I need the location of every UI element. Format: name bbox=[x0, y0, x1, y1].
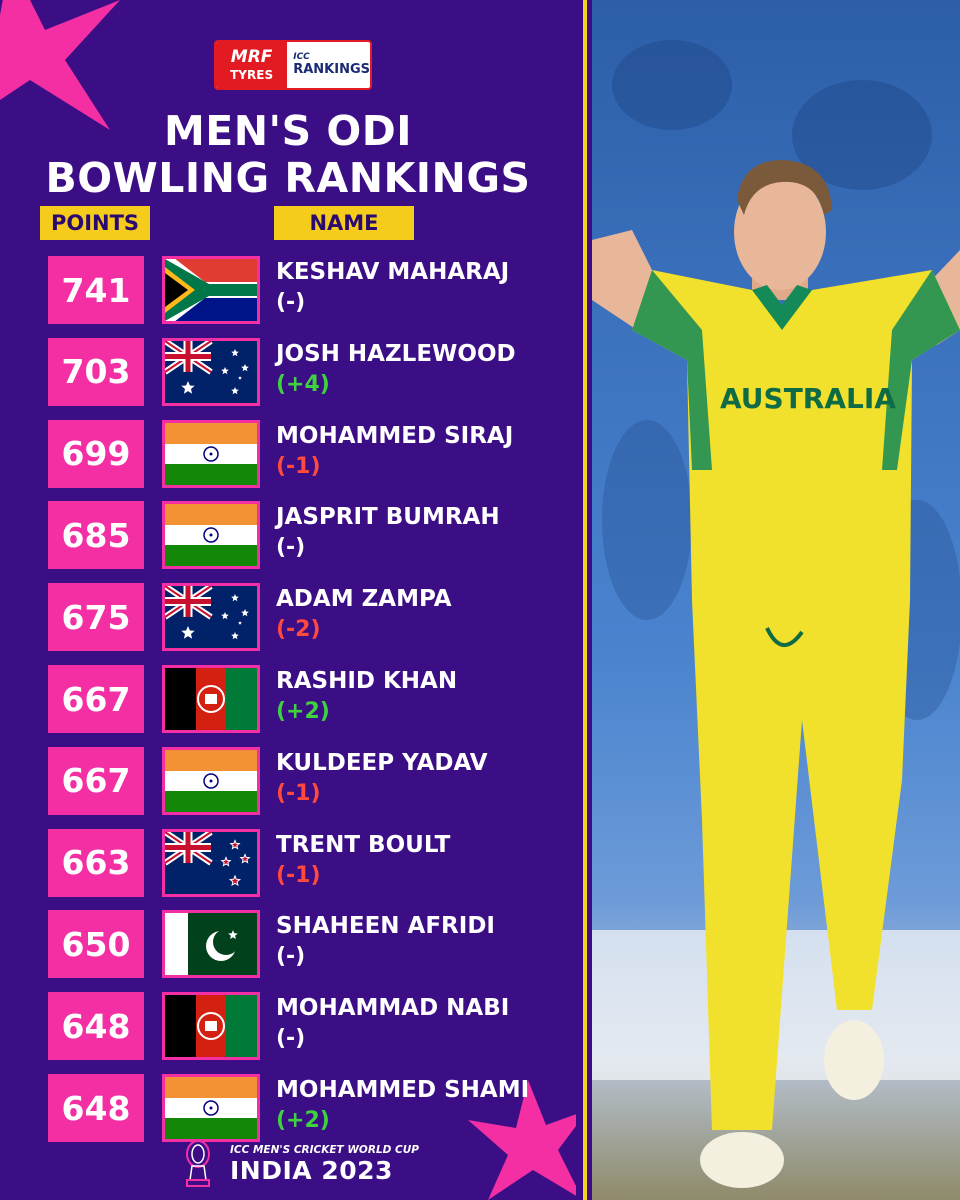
india-flag-icon bbox=[162, 746, 260, 815]
ranking-row: 675 ADAM ZAMPA (-2) bbox=[0, 583, 576, 657]
rank-change: (-) bbox=[276, 535, 306, 561]
footer-event-name: ICC MEN'S CRICKET WORLD CUP bbox=[230, 1144, 419, 1156]
india-flag-icon bbox=[162, 1074, 260, 1142]
ranking-row: 741 KESHAV MAHARAJ (-) bbox=[0, 256, 576, 330]
rank-change: (-1) bbox=[276, 862, 321, 888]
rank-change: (+2) bbox=[276, 699, 330, 724]
ranking-row: 650 SHAHEEN AFRIDI (-) bbox=[0, 910, 576, 984]
india-flag-icon bbox=[162, 419, 260, 488]
player-name: MOHAMMED SHAMI bbox=[276, 1077, 530, 1103]
india-flag-icon bbox=[162, 501, 260, 570]
rank-change: (-1) bbox=[276, 780, 321, 806]
points-column-header: POINTS bbox=[40, 206, 150, 240]
ranking-row: 703 JOSH HAZLEWOOD (+4) bbox=[0, 337, 576, 412]
star-decoration-icon bbox=[468, 1080, 576, 1200]
points-value: 667 bbox=[48, 746, 144, 815]
rankings-logo-text: RANKINGS bbox=[293, 61, 370, 77]
tyres-brand-text: TYRES bbox=[230, 68, 274, 82]
player-photo: AUSTRALIA bbox=[592, 0, 960, 1200]
ranking-row: 667 RASHID KHAN (+2) bbox=[0, 665, 576, 739]
ranking-row: 648 MOHAMMAD NABI (-) bbox=[0, 992, 576, 1066]
player-name: TRENT BOULT bbox=[276, 831, 451, 858]
points-value: 699 bbox=[48, 419, 144, 488]
rank-change: (+2) bbox=[276, 1108, 330, 1133]
ranking-row: 663 TRENT BOULT (-1) bbox=[0, 828, 576, 903]
title-line-1: MEN'S ODI bbox=[163, 107, 413, 155]
rank-change: (-) bbox=[276, 944, 306, 970]
points-value: 667 bbox=[48, 665, 144, 733]
divider-line bbox=[583, 0, 587, 1200]
player-name: KULDEEP YADAV bbox=[276, 749, 488, 776]
rank-change: (-2) bbox=[276, 617, 321, 643]
points-value: 648 bbox=[48, 1074, 144, 1142]
mrf-tyres-logo: MRF TYRES bbox=[216, 42, 288, 88]
south-africa-flag-icon bbox=[162, 256, 260, 324]
points-value: 675 bbox=[48, 583, 144, 652]
ranking-row: 685 JASPRIT BUMRAH (-) bbox=[0, 501, 576, 575]
rank-change: (+4) bbox=[276, 371, 330, 397]
player-illustration: AUSTRALIA bbox=[592, 160, 960, 1188]
player-name: RASHID KHAN bbox=[276, 668, 458, 694]
world-cup-footer: ICC MEN'S CRICKET WORLD CUP INDIA 2023 bbox=[178, 1140, 438, 1190]
world-cup-trophy-icon bbox=[186, 1140, 210, 1187]
points-value: 648 bbox=[48, 992, 144, 1061]
rankings-panel: MRF TYRES ICC RANKINGS MEN'S ODI BOWLING… bbox=[0, 0, 576, 1200]
page-title: MEN'S ODI BOWLING RANKINGS bbox=[0, 108, 576, 202]
player-name: KESHAV MAHARAJ bbox=[276, 259, 510, 285]
sponsor-logo: MRF TYRES ICC RANKINGS bbox=[214, 40, 372, 90]
player-name: MOHAMMAD NABI bbox=[276, 995, 510, 1022]
player-name: JOSH HAZLEWOOD bbox=[276, 340, 516, 367]
points-value: 685 bbox=[48, 501, 144, 570]
player-name: SHAHEEN AFRIDI bbox=[276, 913, 495, 940]
ranking-row: 648 MOHAMMED SHAMI (+2) bbox=[0, 1074, 576, 1148]
star-decoration-icon bbox=[0, 0, 120, 130]
points-value: 703 bbox=[48, 337, 144, 406]
ranking-row: 667 KULDEEP YADAV (-1) bbox=[0, 746, 576, 821]
afghanistan-flag-icon bbox=[162, 665, 260, 733]
australia-flag-icon bbox=[162, 583, 260, 652]
afghanistan-flag-icon bbox=[162, 992, 260, 1061]
icc-rankings-logo: ICC RANKINGS bbox=[287, 42, 370, 88]
australia-flag-icon bbox=[162, 337, 260, 406]
new-zealand-flag-icon bbox=[162, 828, 260, 897]
mrf-brand-text: MRF bbox=[230, 47, 273, 67]
pakistan-flag-icon bbox=[162, 910, 260, 979]
points-value: 741 bbox=[48, 256, 144, 324]
player-name: MOHAMMED SIRAJ bbox=[276, 422, 514, 449]
player-name: JASPRIT BUMRAH bbox=[276, 504, 500, 531]
rank-change: (-) bbox=[276, 1026, 306, 1052]
points-value: 663 bbox=[48, 828, 144, 897]
footer-event-host: INDIA 2023 bbox=[230, 1156, 393, 1185]
rank-change: (-) bbox=[276, 290, 306, 315]
title-line-2: BOWLING RANKINGS bbox=[45, 154, 531, 202]
rank-change: (-1) bbox=[276, 453, 321, 479]
player-name: ADAM ZAMPA bbox=[276, 586, 452, 613]
points-value: 650 bbox=[48, 910, 144, 979]
jersey-text: AUSTRALIA bbox=[720, 382, 896, 415]
name-column-header: NAME bbox=[274, 206, 414, 240]
icc-logo-text: ICC bbox=[293, 52, 310, 63]
ranking-row: 699 MOHAMMED SIRAJ (-1) bbox=[0, 419, 576, 494]
